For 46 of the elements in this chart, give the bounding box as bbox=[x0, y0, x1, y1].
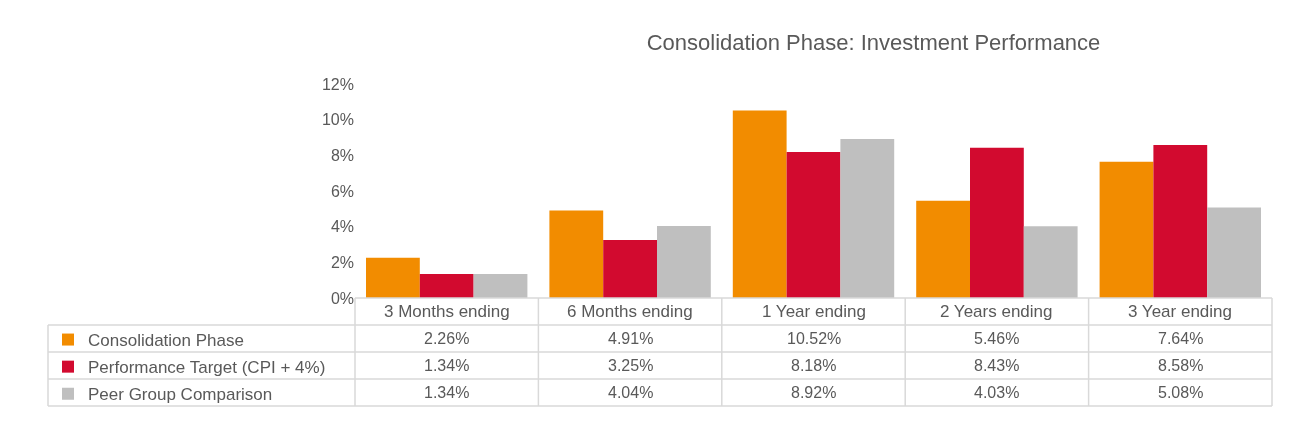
data-label: 8.58% bbox=[1158, 357, 1204, 374]
data-label: 8.92% bbox=[791, 384, 837, 401]
bar bbox=[657, 225, 711, 298]
bar bbox=[549, 210, 604, 298]
bar bbox=[732, 110, 787, 298]
data-label: 4.04% bbox=[608, 384, 654, 401]
x-tick-label: 2 Years ending bbox=[940, 302, 1053, 321]
legend-label: Consolidation Phase bbox=[88, 331, 244, 351]
data-label: 1.34% bbox=[424, 357, 470, 374]
x-tick-label: 3 Year ending bbox=[1128, 302, 1232, 321]
legend-label: Peer Group Comparison bbox=[88, 385, 273, 405]
y-tick-label: 6% bbox=[330, 182, 354, 200]
bar bbox=[1153, 144, 1208, 298]
data-label: 2.26% bbox=[424, 330, 470, 347]
data-label: 3.25% bbox=[608, 357, 654, 374]
legend-label: Performance Target (CPI + 4%) bbox=[88, 358, 326, 378]
x-tick-label: 6 Months ending bbox=[567, 302, 693, 321]
data-label: 10.52% bbox=[787, 330, 842, 347]
y-tick-label: 12% bbox=[321, 75, 354, 93]
y-tick-label: 8% bbox=[330, 146, 354, 164]
data-label: 8.18% bbox=[791, 357, 837, 374]
y-tick-label: 2% bbox=[330, 253, 354, 271]
data-label: 5.08% bbox=[1158, 384, 1204, 401]
bar bbox=[786, 152, 841, 298]
data-label: 5.46% bbox=[974, 330, 1020, 347]
x-tick-label: 1 Year ending bbox=[762, 302, 866, 321]
bar bbox=[840, 138, 895, 298]
data-label: 7.64% bbox=[1158, 330, 1204, 347]
x-tick-label: 3 Months ending bbox=[384, 302, 510, 321]
bar bbox=[366, 257, 420, 298]
y-tick-label: 4% bbox=[330, 218, 354, 236]
bar bbox=[419, 274, 474, 298]
chart-title: Consolidation Phase: Investment Performance bbox=[646, 29, 1101, 55]
bar bbox=[1023, 226, 1078, 298]
bar bbox=[1207, 207, 1261, 298]
y-tick-label: 10% bbox=[321, 111, 354, 129]
data-label: 1.34% bbox=[424, 384, 470, 401]
data-label: 8.43% bbox=[974, 357, 1020, 374]
bar bbox=[970, 147, 1024, 298]
y-tick-label: 0% bbox=[330, 289, 354, 307]
bar bbox=[603, 240, 657, 298]
bar bbox=[473, 274, 528, 298]
data-label: 4.03% bbox=[974, 384, 1020, 401]
bar bbox=[1099, 161, 1154, 298]
data-label: 4.91% bbox=[608, 330, 654, 347]
bar bbox=[916, 200, 970, 298]
